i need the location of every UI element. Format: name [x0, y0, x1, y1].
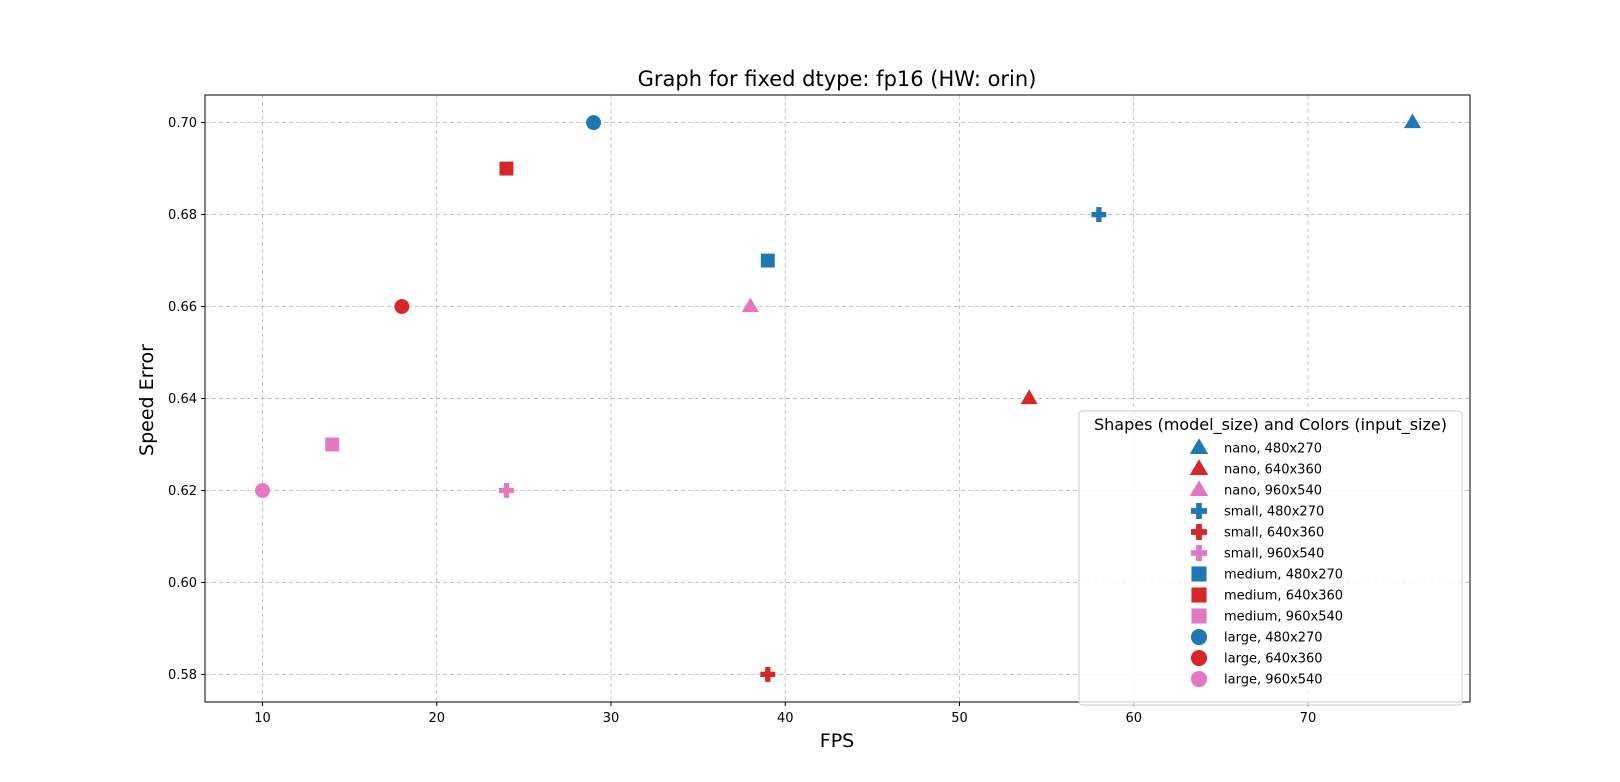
data-point-triangle — [741, 297, 759, 313]
legend-marker-square — [1191, 566, 1207, 582]
legend-title: Shapes (model_size) and Colors (input_si… — [1094, 415, 1447, 435]
legend-entry-label: medium, 960x540 — [1224, 610, 1343, 625]
y-tick-label: 0.62 — [168, 484, 197, 499]
x-tick-label: 70 — [1300, 711, 1317, 726]
data-points — [255, 113, 1422, 682]
data-point-square — [760, 253, 775, 268]
legend-marker-triangle — [1189, 438, 1209, 455]
data-point-circle — [255, 483, 270, 498]
data-point-triangle — [1020, 389, 1038, 405]
legend-marker-circle — [1190, 649, 1208, 667]
legend-marker-circle — [1190, 670, 1208, 688]
x-tick-label: 30 — [603, 711, 620, 726]
x-tick-label: 20 — [428, 711, 445, 726]
data-point-triangle — [1403, 113, 1422, 129]
legend-marker-triangle — [1189, 480, 1209, 497]
y-tick-label: 0.66 — [168, 300, 197, 315]
y-tick-label: 0.70 — [168, 116, 197, 131]
axis-ticks: 10 20 30 40 50 60 70 0.58 0.60 0.62 0.64 0.66 0.68 0.… — [168, 116, 1316, 726]
legend-entry-label: nano, 640x360 — [1224, 463, 1322, 478]
legend-entry-label: small, 480x270 — [1224, 505, 1324, 520]
data-point-plus — [498, 483, 514, 498]
chart-title: Graph for fixed dtype: fp16 (HW: orin) — [638, 67, 1037, 91]
legend-entry-label: large, 640x360 — [1224, 652, 1323, 667]
y-tick-label: 0.60 — [168, 576, 197, 591]
grid-lines — [205, 95, 1470, 702]
data-point-circle — [394, 299, 410, 314]
legend-box — [1078, 410, 1463, 706]
x-tick-label: 10 — [254, 711, 271, 726]
y-tick-label: 0.58 — [168, 668, 197, 683]
legend-marker-plus — [1190, 544, 1208, 562]
legend: Shapes (model_size) and Colors (input_si… — [1078, 410, 1463, 706]
legend-entry-label: small, 640x360 — [1224, 526, 1324, 541]
legend-entry-label: large, 480x270 — [1224, 631, 1323, 646]
y-tick-label: 0.68 — [168, 208, 197, 223]
legend-entry-label: medium, 640x360 — [1224, 589, 1343, 604]
data-point-plus — [760, 666, 776, 682]
x-tick-label: 40 — [777, 711, 794, 726]
legend-marker-square — [1191, 608, 1207, 624]
y-axis-label: Speed Error — [136, 344, 158, 456]
y-tick-label: 0.64 — [168, 392, 197, 407]
legend-marker-plus — [1190, 502, 1208, 520]
legend-marker-triangle — [1189, 459, 1209, 476]
legend-entry-label: large, 960x540 — [1224, 673, 1323, 688]
legend-marker-plus — [1190, 523, 1208, 541]
legend-marker-square — [1191, 587, 1207, 603]
data-point-plus — [1091, 207, 1107, 223]
data-point-square — [499, 161, 514, 176]
x-tick-label: 50 — [951, 711, 968, 726]
legend-marker-circle — [1190, 628, 1208, 646]
legend-entry-label: small, 960x540 — [1224, 547, 1324, 562]
data-point-square — [325, 437, 340, 452]
data-point-circle — [586, 115, 602, 131]
x-tick-label: 60 — [1125, 711, 1142, 726]
legend-entry-label: nano, 960x540 — [1224, 484, 1322, 499]
x-axis-label: FPS — [820, 730, 854, 752]
legend-entry-label: medium, 480x270 — [1224, 568, 1343, 583]
legend-entry-label: nano, 480x270 — [1224, 442, 1322, 457]
